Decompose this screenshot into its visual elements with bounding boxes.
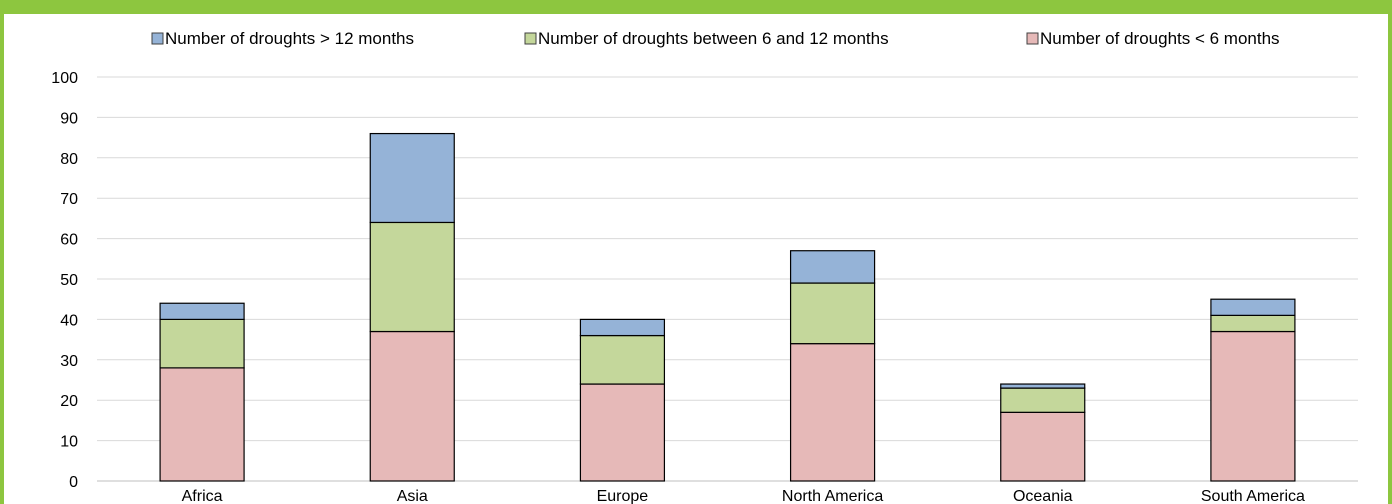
y-tick-label: 90 xyxy=(60,110,78,127)
y-tick-label: 10 xyxy=(60,434,78,451)
gridlines xyxy=(97,76,1358,482)
x-tick-label: North America xyxy=(782,488,883,504)
bar-segment xyxy=(159,367,245,482)
legend-swatch xyxy=(151,32,164,45)
legend-swatch xyxy=(524,32,537,45)
bar-segment xyxy=(1210,314,1296,333)
y-tick-label: 80 xyxy=(60,151,78,168)
legend-label: Number of droughts < 6 months xyxy=(1040,29,1280,48)
bar-segment xyxy=(579,334,666,385)
bar-segment xyxy=(1210,298,1296,316)
y-tick-label: 0 xyxy=(69,474,78,491)
bar-segment xyxy=(579,383,666,482)
bar-segment xyxy=(789,250,876,284)
bar-segment xyxy=(1000,387,1086,413)
bars xyxy=(159,132,1296,482)
legend: Number of droughts > 12 months Number of … xyxy=(151,29,1280,48)
x-tick-label: South America xyxy=(1201,488,1305,504)
bar-segment xyxy=(159,318,245,369)
legend-swatch xyxy=(1026,32,1039,45)
x-tick-label: Europe xyxy=(597,488,649,504)
x-tick-label: Asia xyxy=(397,488,428,504)
bar-segment xyxy=(1210,330,1296,482)
y-tick-label: 60 xyxy=(60,232,78,249)
bar-segment xyxy=(579,318,666,337)
x-tick-label: Africa xyxy=(182,488,223,504)
bar-segment xyxy=(1000,383,1086,389)
y-tick-label: 70 xyxy=(60,191,78,208)
y-tick-label: 100 xyxy=(51,70,78,87)
legend-label: Number of droughts > 12 months xyxy=(165,29,414,48)
x-axis-category-labels: Africa Asia Europe North America Oceania Sout… xyxy=(182,488,1305,504)
bar-segment xyxy=(369,330,455,482)
bar-segment xyxy=(1000,411,1086,482)
legend-label: Number of droughts between 6 and 12 mont… xyxy=(538,29,889,48)
bar-segment xyxy=(789,282,876,345)
bar-segment xyxy=(369,132,455,224)
x-tick-label: Oceania xyxy=(1013,488,1073,504)
bar-segment xyxy=(159,302,245,320)
y-axis-tick-labels: 0 10 20 30 40 50 60 70 80 90 100 xyxy=(51,70,78,491)
y-tick-label: 30 xyxy=(60,353,78,370)
y-tick-label: 50 xyxy=(60,272,78,289)
bar-segment xyxy=(789,343,876,482)
y-tick-label: 40 xyxy=(60,312,78,329)
y-tick-label: 20 xyxy=(60,393,78,410)
bar-segment xyxy=(369,221,455,333)
